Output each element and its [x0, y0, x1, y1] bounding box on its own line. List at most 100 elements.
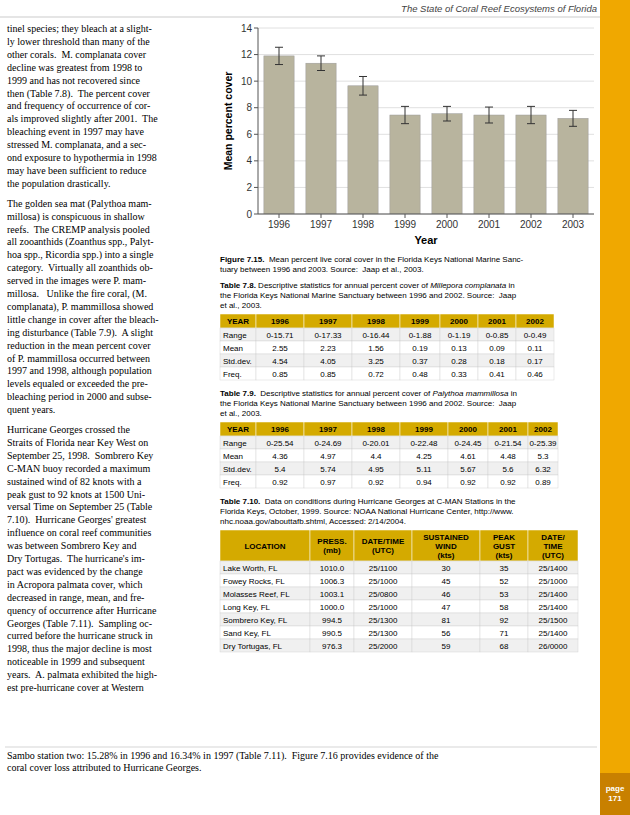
- table-cell-text: 25/2000: [369, 642, 398, 651]
- table-title: et al., 2003.: [220, 409, 262, 418]
- table-cell: [256, 475, 304, 488]
- table-cell: [304, 367, 352, 380]
- table-cell: [220, 367, 256, 380]
- table-header-line: DATE/: [541, 533, 565, 542]
- table-header: 1999: [411, 317, 429, 326]
- table-cell: [220, 475, 256, 488]
- body-text: levels equaled or exceeded the pre-: [7, 378, 148, 389]
- table-header-cell: [478, 314, 516, 328]
- table-cell: [528, 462, 558, 475]
- error-cap: [485, 107, 493, 108]
- y-tick: [254, 81, 258, 82]
- x-tick-label: 1996: [268, 219, 291, 230]
- table-cell-text: Lake Worth, FL: [223, 564, 278, 573]
- table-header-line: 2000: [450, 317, 468, 326]
- table-cell: [354, 639, 412, 652]
- body-text: bleaching event in 1997 may have: [7, 126, 144, 137]
- table-cell-text: 0.13: [451, 344, 467, 353]
- table-cell: [440, 354, 478, 367]
- body-text: 1999 and has not recovered since: [7, 75, 141, 86]
- table-cell-text: 0.41: [489, 370, 505, 379]
- table-header-line: 1997: [319, 317, 337, 326]
- table-header-cell: [528, 422, 558, 436]
- body-text: was between Sombrero Key and: [7, 540, 136, 551]
- table-header-line: GUST: [493, 542, 515, 551]
- table-cell: [220, 436, 256, 449]
- table-cell-text: 976.3: [322, 642, 343, 651]
- error-bar: [527, 106, 535, 123]
- table-cell: [516, 341, 554, 354]
- body-text: 1998, thus the major decline is most: [7, 643, 152, 654]
- x-tick-label: 1999: [394, 219, 417, 230]
- table-cell: [220, 354, 256, 367]
- table-title: the Florida Keys National Marine Sanctua…: [220, 291, 517, 300]
- table-cell-text: 25/1000: [539, 577, 568, 586]
- table-title-text: Florida Keys, October, 1999. Source: NOA…: [220, 507, 513, 516]
- y-tick-label: 2: [246, 182, 252, 193]
- table-cell-text: 5.67: [460, 465, 476, 474]
- table-cell: [400, 367, 440, 380]
- table-cell-text: 0-16.44: [362, 331, 390, 340]
- table-cell: [528, 587, 578, 600]
- table-cell: [352, 328, 400, 341]
- table-cell: [354, 613, 412, 626]
- table-header-cell: [400, 314, 440, 328]
- table-cell: [412, 639, 480, 652]
- table-title: Table 7.9. Descriptive statistics for an…: [220, 389, 517, 398]
- table-header-line: SUSTAINED: [423, 533, 469, 542]
- body-text: als improved slightly after 2001. The: [7, 113, 158, 124]
- error-cap: [359, 76, 367, 77]
- table-cell-text: 4.25: [416, 452, 432, 461]
- y-tick: [254, 54, 258, 55]
- table-cell: [412, 613, 480, 626]
- x-tick-label: 1997: [310, 219, 333, 230]
- table-cell-text: 56: [442, 629, 451, 638]
- table-cell-text: Mean: [223, 344, 243, 353]
- body-text: decline was greatest from 1998 to: [7, 62, 142, 73]
- error-bar: [359, 76, 367, 95]
- table-cell: [354, 600, 412, 613]
- bar-chart: 0246810121419961997199819992000200120022…: [222, 23, 594, 247]
- page-number: page: [606, 784, 625, 793]
- table-label: Table 7.10.: [220, 497, 260, 506]
- table-cell-text: 53: [500, 590, 509, 599]
- table-cell: [310, 561, 354, 574]
- table-header-line: 1998: [367, 317, 385, 326]
- y-tick: [254, 134, 258, 135]
- table-cell: [220, 561, 310, 574]
- table-cell: [480, 600, 528, 613]
- table-cell-text: 0-17.33: [314, 331, 342, 340]
- table-cell-text: 4.97: [320, 452, 336, 461]
- table-cell-text: 0-24.69: [314, 439, 342, 448]
- table-cell-text: 5.11: [417, 465, 433, 474]
- table-cell-text: 4.36: [272, 452, 288, 461]
- table-header-line: PEAK: [493, 533, 515, 542]
- table-cell: [310, 626, 354, 639]
- table-title-text: Descriptive statistics for annual percen…: [256, 389, 433, 398]
- table-cell-text: 0-0.85: [486, 331, 509, 340]
- table-cell-text: Range: [223, 439, 247, 448]
- table-cell-text: 25/1400: [539, 629, 568, 638]
- table-cell: [412, 600, 480, 613]
- body-text: coral cover loss attributed to Hurricane…: [7, 762, 201, 773]
- table-title-text: the Florida Keys National Marine Sanctua…: [220, 399, 517, 408]
- table-label: Table 7.9.: [220, 389, 256, 398]
- table-cell-text: 0-25.54: [266, 439, 294, 448]
- table-cell: [400, 449, 448, 462]
- table-cell-text: 25/1400: [539, 564, 568, 573]
- table: YEAR1996199719981999200020012002Range0-1…: [220, 314, 554, 380]
- table-cell-text: 4.4: [370, 452, 382, 461]
- error-line: [279, 47, 280, 64]
- table-cell: [478, 341, 516, 354]
- body-text: Hurricane Georges crossed the: [7, 424, 130, 435]
- table-cell-text: 0.92: [500, 478, 516, 487]
- table-cell: [304, 354, 352, 367]
- table-cell-text: 0.94: [416, 478, 432, 487]
- table-cell-text: 5.6: [502, 465, 514, 474]
- table-cell: [440, 328, 478, 341]
- table-header: LOCATION: [244, 542, 285, 551]
- table-cell: [354, 561, 412, 574]
- error-cap: [527, 106, 535, 107]
- table-cell-text: Freq.: [223, 370, 242, 379]
- body-text: 7.10). Hurricane Georges' greatest: [7, 514, 147, 526]
